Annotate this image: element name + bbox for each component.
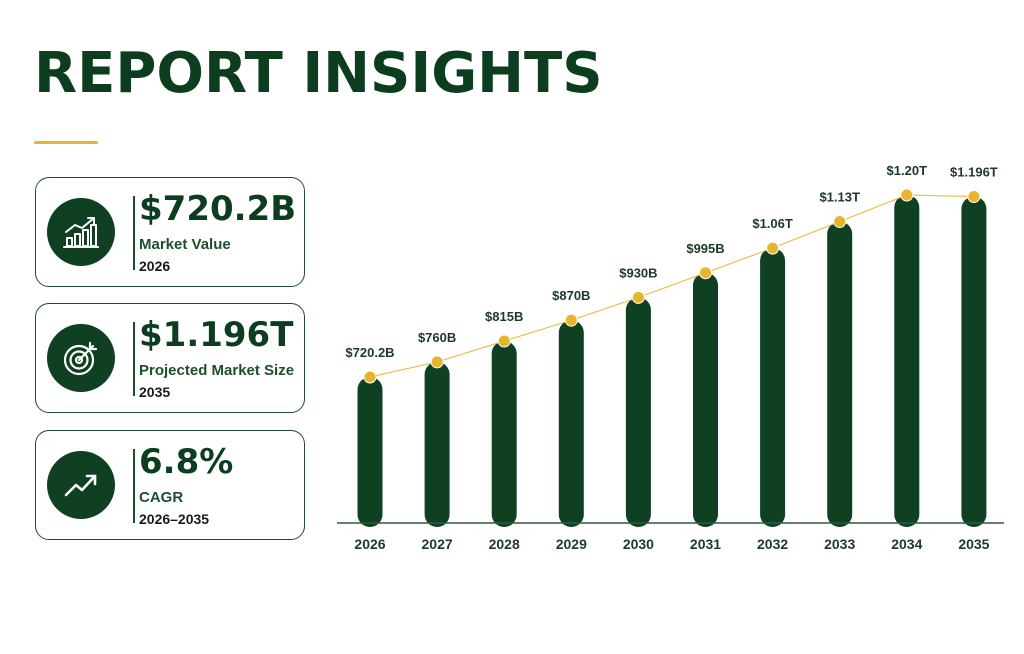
data-label-2035: $1.196T: [950, 165, 998, 180]
target-icon: [47, 324, 115, 392]
data-label-2027: $760B: [418, 330, 456, 345]
cagr-period: 2026–2035: [139, 511, 210, 527]
data-label-2030: $930B: [619, 265, 657, 280]
card-divider: [133, 322, 135, 396]
bar-2034: [894, 195, 920, 527]
data-label-2032: $1.06T: [752, 216, 793, 231]
title-accent-rule: [34, 141, 98, 144]
x-tick-2033: 2033: [824, 536, 855, 552]
bar-2031: [693, 272, 718, 527]
trend-point-2033: [833, 215, 847, 229]
projected-market-size-card: $1.196T Projected Market Size 2035: [35, 303, 305, 413]
projected-market-size-label: Projected Market Size: [139, 362, 295, 379]
cagr-label: CAGR: [139, 489, 184, 506]
bar-2030: [625, 297, 651, 527]
bar-2028: [491, 341, 517, 527]
market-value: $720.2B: [139, 189, 297, 229]
page-title: REPORT INSIGHTS: [34, 41, 603, 106]
trend-point-2034: [900, 188, 914, 202]
x-tick-2031: 2031: [690, 536, 721, 552]
market-value-year: 2026: [139, 258, 171, 274]
bar-2029: [558, 320, 584, 527]
x-tick-2029: 2029: [556, 536, 587, 552]
x-tick-2026: 2026: [354, 536, 385, 552]
trend-point-2026: [363, 370, 377, 384]
market-value-card: $720.2B Market Value 2026: [35, 177, 305, 287]
market-value-label: Market Value: [139, 236, 231, 253]
trend-line: [369, 194, 974, 378]
data-label-2026: $720.2B: [345, 345, 394, 360]
bar-2027: [424, 361, 450, 527]
bar-chart-trend-icon: [47, 198, 115, 266]
trend-point-2028: [497, 334, 511, 348]
x-tick-2027: 2027: [422, 536, 453, 552]
data-label-2031: $995B: [686, 241, 724, 256]
data-label-2029: $870B: [552, 288, 590, 303]
trend-point-2031: [699, 266, 712, 280]
projected-market-size-value: $1.196T: [139, 315, 294, 355]
trend-up-icon: [47, 451, 115, 519]
projected-market-size-year: 2035: [139, 384, 171, 400]
x-tick-2032: 2032: [757, 536, 788, 552]
data-label-2033: $1.13T: [819, 190, 860, 205]
data-label-2034: $1.20T: [887, 163, 928, 178]
bar-2035: [961, 196, 987, 527]
trend-point-2035: [967, 190, 981, 204]
cagr-card: 6.8% CAGR 2026–2035: [35, 430, 305, 540]
trend-point-2027: [430, 355, 444, 369]
data-label-2028: $815B: [485, 309, 523, 324]
bar-2032: [760, 248, 786, 527]
x-tick-2030: 2030: [623, 536, 654, 552]
cagr-value: 6.8%: [139, 442, 234, 482]
trend-point-2030: [631, 290, 645, 304]
x-tick-2035: 2035: [958, 536, 989, 552]
bar-2033: [827, 221, 853, 527]
x-tick-2034: 2034: [891, 536, 922, 552]
trend-point-2029: [564, 313, 578, 327]
x-tick-2028: 2028: [489, 536, 520, 552]
trend-point-2032: [766, 241, 780, 255]
card-divider: [133, 196, 135, 270]
card-divider: [133, 449, 135, 523]
bar-2026: [357, 377, 383, 527]
